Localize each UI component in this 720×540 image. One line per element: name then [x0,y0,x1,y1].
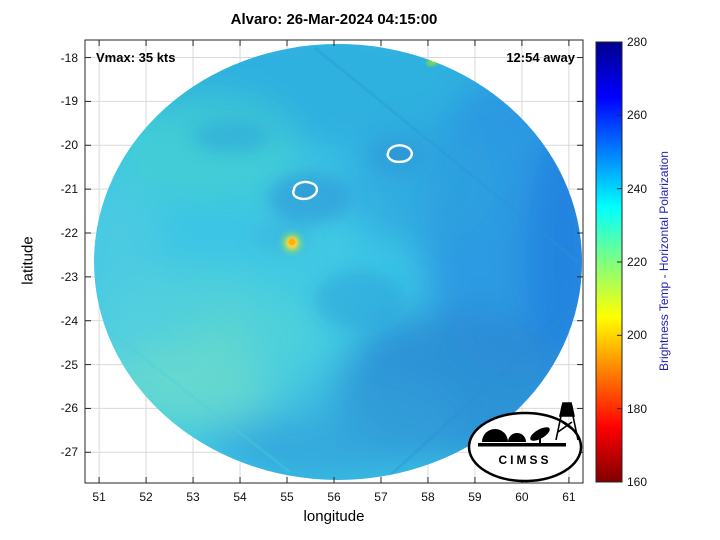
eye-contour-west [292,180,319,201]
data-swath [94,44,582,480]
x-tick-label: 53 [186,490,200,504]
x-tick-label: 57 [374,490,388,504]
cimss-logo: CIMSS [467,402,583,483]
colorbar-tick-label: 200 [627,328,648,343]
eye-contour-east [386,144,413,164]
y-tick-label: -27 [60,445,78,460]
y-tick-label: -19 [60,94,78,109]
y-tick-label: -18 [60,50,78,65]
y-tick-label: -24 [60,313,78,328]
y-tick-label: -25 [60,357,78,372]
water-tower-icon [555,402,579,441]
colorbar-tick-label: 240 [627,181,648,196]
x-tick-label: 58 [421,490,435,504]
y-tick-label: -23 [60,269,78,284]
time-away-annotation: 12:54 away [506,50,575,65]
colorbar-tick-label: 260 [627,108,648,123]
colorbar-tick-label: 220 [627,255,648,269]
y-tick-label: -26 [60,401,78,416]
x-tick-label: 52 [139,490,153,504]
x-tick-label: 60 [515,490,529,504]
satellite-dish-icon [530,427,550,441]
y-tick-label: -20 [60,138,78,153]
scan-seam [383,298,582,480]
y-tick-label: -21 [60,182,78,197]
colorbar-tick-label: 280 [627,35,648,49]
x-tick-label: 61 [562,490,576,504]
colorbar-ticks [617,41,622,483]
colorbar-tick-label: 160 [627,475,648,489]
scan-seam [314,46,579,264]
eye-contours [292,144,413,201]
x-tick-label: 51 [92,490,106,504]
scan-seam [94,318,291,474]
x-axis-label: longitude [303,508,365,525]
vmax-annotation: Vmax: 35 kts [96,50,176,65]
plot-title: Alvaro: 26-Mar-2024 04:15:00 [230,11,438,28]
y-tick-label: -22 [60,225,78,240]
x-tick-label: 59 [468,490,482,504]
cimss-logo-text: CIMSS [498,453,551,467]
y-axis-label: latitude [19,236,37,285]
observatory-dome-icon [482,429,508,442]
warm-spot [282,233,302,253]
x-tick-label: 54 [233,490,247,504]
colorbar-tick-label: 180 [627,401,648,416]
x-tick-label: 55 [280,490,294,504]
x-tick-label: 56 [327,490,341,504]
small-dome-icon [508,433,526,442]
